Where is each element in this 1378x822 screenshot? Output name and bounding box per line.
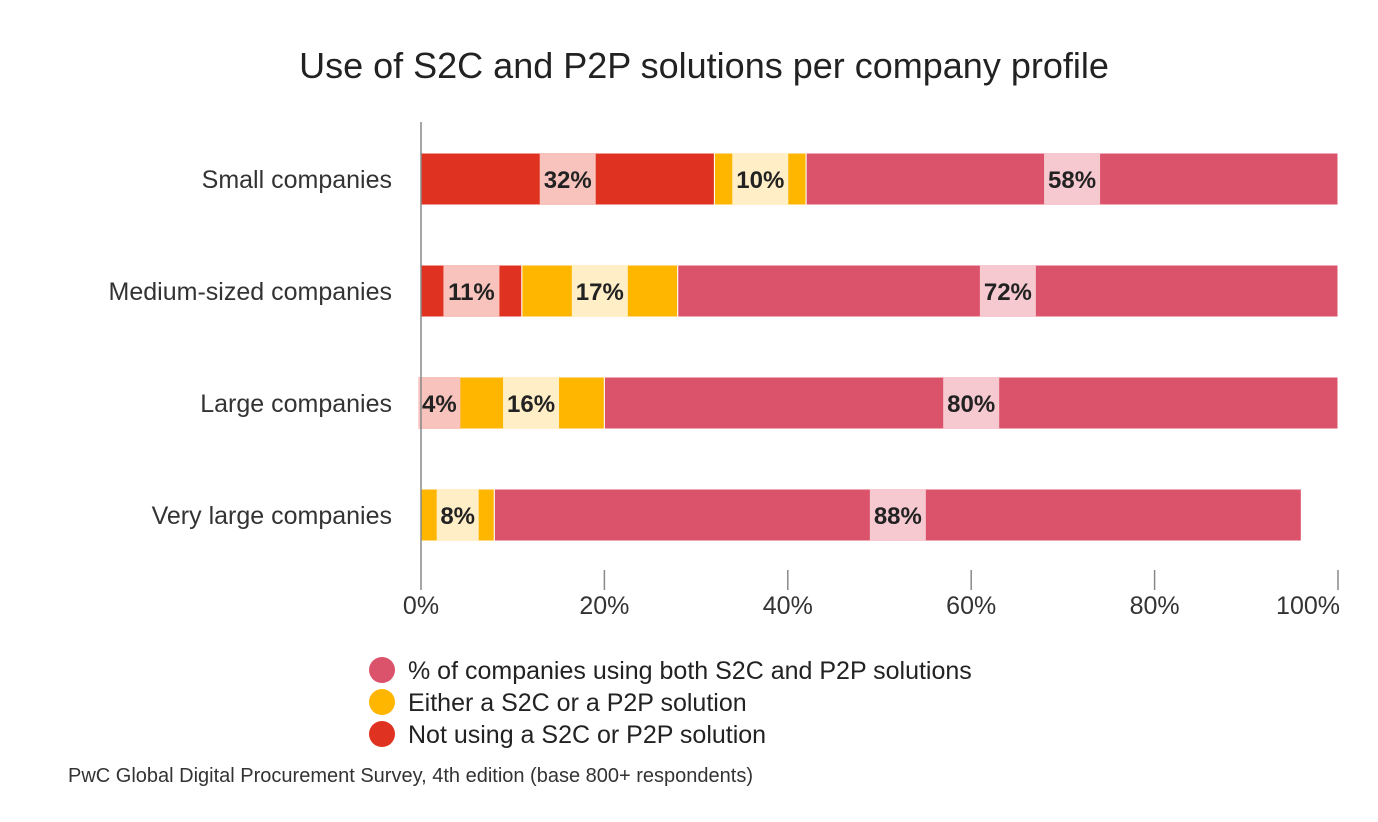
x-tick-label: 60% [946,592,996,620]
category-label: Very large companies [152,502,392,530]
legend-label: % of companies using both S2C and P2P so… [408,657,972,685]
legend-label: Either a S2C or a P2P solution [408,689,747,717]
data-label: 80% [947,391,995,418]
axes: Small companies Medium-sized companies Lar… [109,122,1340,620]
category-label: Medium-sized companies [109,278,392,306]
data-label-box [539,153,596,205]
x-tick-label: 80% [1130,592,1180,620]
data-label: 11% [448,279,495,306]
data-label: 4% [422,391,457,418]
data-labels-layer: 32% 10% 58% 11% 17% 72% 4% 16% 80% 8% 88% [418,153,1101,541]
x-tick-label: 100% [1276,592,1340,620]
data-label-box [571,265,628,317]
data-label-box [979,265,1036,317]
data-label: 88% [874,503,922,530]
category-label: Large companies [200,390,392,418]
data-label-box [443,265,500,317]
data-label: 32% [544,167,592,194]
legend-swatch [369,689,395,715]
data-label-box [436,489,479,541]
data-label-box [732,153,789,205]
x-tick-label: 0% [403,592,439,620]
category-label: Small companies [202,166,392,194]
data-label: 10% [736,167,784,194]
data-label: 16% [507,391,555,418]
legend: % of companies using both S2C and P2P so… [369,657,972,749]
data-label: 17% [576,279,624,306]
x-tick-label: 40% [763,592,813,620]
bars-layer [420,152,1339,542]
legend-label: Not using a S2C or P2P solution [408,721,766,749]
legend-swatch [369,657,395,683]
chart-title: Use of S2C and P2P solutions per company… [299,45,1109,86]
data-label: 72% [984,279,1032,306]
data-label-box [943,377,1000,429]
data-label-box [869,489,926,541]
data-label-box [1044,153,1101,205]
data-label-box [503,377,560,429]
data-label: 58% [1048,167,1096,194]
data-label: 8% [440,503,475,530]
data-label-box [418,377,461,429]
x-tick-label: 20% [579,592,629,620]
source-note: PwC Global Digital Procurement Survey, 4… [68,765,753,787]
legend-swatch [369,721,395,747]
